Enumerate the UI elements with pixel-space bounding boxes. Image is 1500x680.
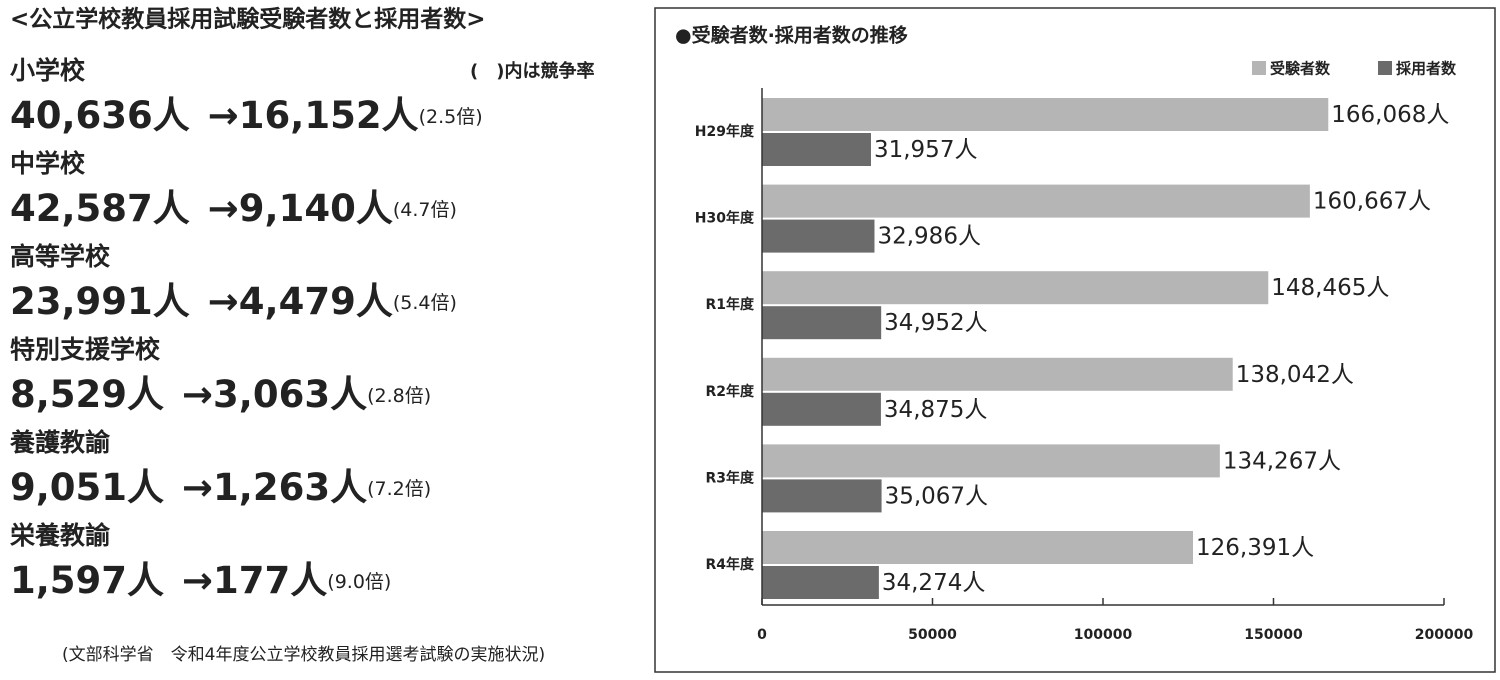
value-label: 126,391人	[1196, 535, 1314, 561]
hired: →177人	[182, 559, 327, 602]
value-label: 138,042人	[1236, 362, 1354, 388]
bar	[762, 531, 1193, 564]
chart-title: ●受験者数·採用者数の推移	[675, 24, 908, 47]
bar	[762, 219, 875, 253]
ratio: (5.4倍)	[393, 292, 457, 314]
bar	[762, 479, 882, 513]
value-label: 34,274人	[882, 570, 985, 596]
hired: →4,479人	[208, 280, 393, 323]
x-tick-label: 0	[757, 627, 767, 643]
school-type: 栄養教諭	[9, 521, 111, 550]
ratio: (4.7倍)	[393, 199, 457, 221]
hired: →3,063人	[182, 373, 367, 416]
value-label: 32,986人	[877, 224, 980, 250]
counts: 9,051人 →1,263人(7.2倍)	[10, 466, 431, 509]
value-label: 166,068人	[1331, 102, 1449, 128]
x-tick-label: 50000	[908, 627, 957, 643]
applicants: 8,529人	[10, 373, 164, 416]
bar	[762, 357, 1233, 391]
source: (文部科学省 令和4年度公立学校教員採用選考試験の実施状況)	[62, 645, 545, 665]
y-tick-label: R2年度	[705, 383, 755, 400]
value-label: 160,667人	[1313, 189, 1431, 215]
bar	[762, 133, 871, 166]
ratio: (7.2倍)	[367, 478, 431, 500]
applicants: 40,636人	[10, 94, 190, 137]
hired: →9,140人	[208, 187, 393, 230]
hired: →16,152人	[208, 94, 419, 137]
x-tick-label: 150000	[1244, 627, 1303, 643]
panel-title: <公立学校教員採用試験受験者数と採用者数>	[10, 6, 486, 33]
y-tick-label: R1年度	[705, 296, 755, 313]
applicants: 23,991人	[10, 280, 190, 323]
bar	[762, 271, 1269, 305]
value-label: 35,067人	[885, 483, 988, 509]
y-tick-label: R3年度	[705, 469, 755, 486]
value-label: 148,465人	[1271, 275, 1389, 301]
hired: →1,263人	[182, 466, 367, 509]
bar	[762, 98, 1329, 131]
legend-label: 採用者数	[1396, 60, 1457, 78]
bar	[762, 184, 1310, 218]
school-type: 養護教諭	[10, 428, 111, 457]
x-tick-label: 100000	[1074, 627, 1133, 643]
note: ( )内は競争率	[470, 60, 594, 82]
applicants: 1,597人	[10, 559, 164, 602]
x-tick-label: 200000	[1415, 627, 1474, 643]
bar	[762, 392, 881, 426]
y-tick-label: H30年度	[695, 210, 755, 227]
bar	[762, 566, 879, 599]
school-type: 高等学校	[10, 242, 111, 271]
ratio: (2.8倍)	[367, 385, 431, 407]
school-type: 小学校	[10, 56, 86, 85]
bar	[762, 306, 882, 340]
counts: 1,597人 →177人(9.0倍)	[10, 559, 391, 602]
ratio: (2.5倍)	[419, 106, 483, 128]
counts: 8,529人 →3,063人(2.8倍)	[10, 373, 431, 416]
value-label: 134,267人	[1223, 448, 1341, 474]
school-type: 特別支援学校	[10, 335, 161, 364]
counts: 40,636人 →16,152人(2.5倍)	[10, 94, 483, 137]
y-tick-label: R4年度	[705, 556, 755, 573]
legend-label: 受験者数	[1270, 60, 1331, 78]
applicants: 42,587人	[10, 187, 190, 230]
y-tick-label: H29年度	[695, 123, 755, 140]
counts: 23,991人 →4,479人(5.4倍)	[10, 280, 457, 323]
value-label: 34,952人	[884, 310, 987, 336]
value-label: 34,875人	[884, 397, 987, 423]
value-label: 31,957人	[874, 137, 977, 163]
ratio: (9.0倍)	[327, 571, 391, 593]
applicants: 9,051人	[10, 466, 164, 509]
school-type: 中学校	[10, 149, 86, 178]
counts: 42,587人 →9,140人(4.7倍)	[10, 187, 457, 230]
legend-swatch	[1378, 61, 1392, 75]
chart-frame	[654, 7, 1496, 673]
bar	[762, 444, 1220, 478]
legend-swatch	[1252, 61, 1266, 75]
